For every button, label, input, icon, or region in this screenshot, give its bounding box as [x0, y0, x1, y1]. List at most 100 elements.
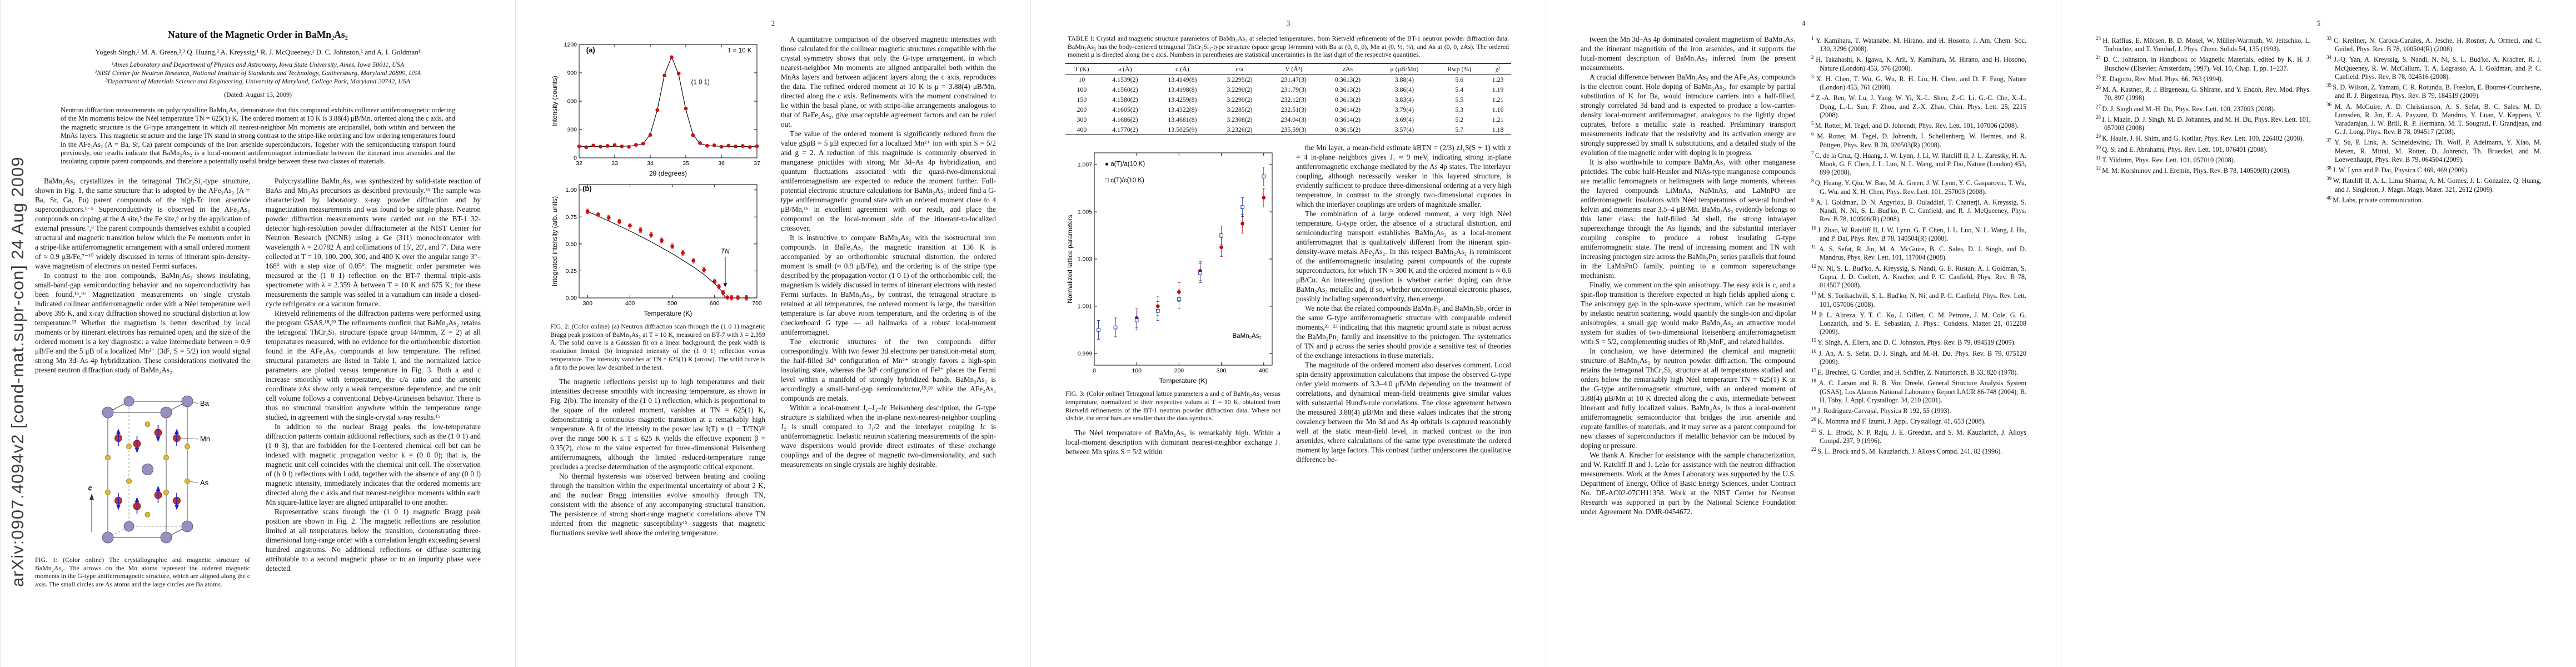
reference-number: 10 [1811, 225, 1818, 231]
body-paragraph: In contrast to the iron compounds, BaMn₂… [35, 271, 250, 374]
body-paragraph: No thermal hysteresis was observed betwe… [550, 472, 765, 537]
chart-rect [1177, 297, 1181, 301]
body-paragraph: Representative scans through the (1 0 1)… [266, 507, 481, 573]
table-row: 200 4.1605(2) 13.4322(8) 3.2285(2) 232.51(3)… [1065, 104, 1511, 115]
reference-number: 12 [1811, 263, 1818, 269]
reference-number: 21 [1811, 427, 1819, 433]
page-1-columns: BaMn₂As₂ crystallizes in the tetragonal … [35, 176, 481, 650]
mn-label: Mn [200, 435, 210, 443]
page-2-left-column: 32 33 34 35 36 37 0 300 600 900 1200 2θ (degrees) In… [550, 34, 765, 650]
reference-number: 31 [2096, 155, 2102, 161]
chart-rect [579, 44, 758, 158]
chart-circle [712, 143, 716, 147]
table-cell: 3.2290(2) [1227, 85, 1253, 93]
reference-number: 22 [1811, 446, 1818, 452]
table-cell: 13.5025(9) [1168, 125, 1197, 133]
page-4-right-column: 1 Y. Kamihara, T. Watanabe, M. Hirano, a… [1811, 34, 2026, 650]
table-header-row: T (K) a (Å) c (Å) c/a V (Å³) zAs μ (μB/Mn) Rwp … [1065, 64, 1511, 74]
reference-entry: 8 Q. Huang, Y. Qiu, W. Bao, M. A. Green,… [1811, 178, 2026, 196]
table-cell: 3.2285(2) [1227, 105, 1253, 113]
chart-circle [698, 141, 702, 145]
table-cell: 4.1770(2) [1112, 125, 1138, 133]
magnetic-structure-text: A quantitative comparison of the observe… [781, 34, 996, 469]
page-3: 3 TABLE I: Crystal and magnetic structur… [1030, 0, 1546, 667]
chart-polygon [723, 283, 728, 287]
table-cell: 234.04(3) [1280, 115, 1307, 123]
reference-entry: 1 Y. Kamihara, T. Watanabe, M. Hirano, a… [1811, 36, 2026, 53]
reference-number: 15 [1811, 337, 1818, 344]
reference-entry: 22 S. L. Brock and S. M. Kauzlarich, J. … [1811, 446, 2002, 456]
chart-circle [620, 145, 624, 148]
table-cell: 13.4198(8) [1168, 85, 1197, 93]
reference-entry: 20 K. Momma and F. Izumi, J. Appl. Cryst… [1811, 416, 1986, 426]
reference-number: 39 [2326, 176, 2333, 182]
page-4: 4 tween the Mn 3d–As 4p dominated covale… [1546, 0, 2061, 667]
author-list: Yogesh Singh,¹ M. A. Green,²,³ Q. Huang,… [95, 48, 421, 56]
reference-entry: 16 J. An, A. S. Sefat, D. J. Singh, and … [1811, 348, 2026, 366]
chart-circle [726, 143, 731, 148]
reference-entry: 33 C. Krellner, N. Caroca-Canales, A. Je… [2326, 36, 2542, 53]
figure-3-caption: FIG. 3: (Color online) Tetragonal lattic… [1065, 390, 1280, 422]
table-cell: 150 [1077, 95, 1087, 103]
chart-text: 600 [567, 98, 577, 105]
affiliation-3: ³Department of Materials Science and Eng… [105, 77, 411, 85]
reference-entry: 19 J. Rodríguez-Carvajal, Physica B 192,… [1811, 406, 1951, 415]
table-cell: 0.3613(2) [1334, 75, 1361, 83]
discussion-text: the Mn layer, a mean-field estimate kBTN… [1296, 143, 1511, 464]
dated-line: (Dated: August 13, 2009) [224, 91, 292, 98]
chart-text: 500 [667, 300, 677, 307]
table-cell: 3.2326(2) [1227, 125, 1253, 133]
affiliation-2: ²NIST Center for Neutron Research, Natio… [94, 69, 421, 77]
chart-rect [1155, 309, 1160, 313]
reference-entry: 35 S. D. Wilson, Z. Yamani, C. R. Rotund… [2326, 82, 2542, 100]
chart-text: 600 [710, 300, 720, 307]
chart-text: 36 [718, 160, 725, 167]
chart-circle [617, 220, 621, 224]
reference-entry: 30 Q. Si and E. Abrahams, Phys. Rev. Let… [2096, 144, 2268, 153]
experimental-text: Polycrystalline BaMn₂As₂ was synthesized… [266, 176, 481, 573]
chart-text: 0.75 [566, 214, 577, 221]
body-paragraph: tween the Mn 3d–As 4p dominated covalent… [1581, 35, 1796, 72]
page-number: 3 [1286, 19, 1291, 27]
page-2: 2 32 33 34 35 36 37 0 300 600 900 1200 2θ (degrees)… [515, 0, 1030, 667]
figure-2-caption: FIG. 2: (Color online) (a) Neutron diffr… [550, 322, 765, 371]
reference-number: 23 [2096, 36, 2103, 41]
chart-text: Intensity (counts) [551, 76, 559, 126]
arxiv-watermark: arXiv:0907.4094v2 [cond-mat.supr-con] 24… [8, 156, 27, 587]
chart-text: (a) [586, 46, 595, 54]
reference-entry: 5 M. Rotter, M. Tegel, and D. Johrendt, … [1811, 121, 2019, 130]
reference-number: 11 [1811, 244, 1819, 250]
c-axis-label: c [88, 484, 92, 492]
table-cell: 232.51(3) [1280, 105, 1307, 113]
affiliation-1: ¹Ames Laboratory and Department of Physi… [111, 61, 405, 68]
table-1-header: T (K) a (Å) c (Å) c/a V (Å³) zAs μ (μB/Mn) Rwp … [1065, 64, 1511, 74]
chart-circle [670, 55, 674, 59]
reference-entry: 24 D. C. Johnston, in Handbook of Magnet… [2096, 54, 2311, 72]
chart-text: ● a(T)/a(10 K) [1105, 161, 1145, 167]
table-cell: 3.86(4) [1394, 85, 1414, 93]
table-row: 300 4.1686(2) 13.4681(8) 3.2308(2) 234.04(3)… [1065, 115, 1511, 125]
chart-text: Temperature (K) [644, 310, 692, 317]
reference-number: 19 [1811, 406, 1818, 412]
body-paragraph: The electronic structures of the two com… [781, 337, 996, 402]
reference-entry: 10 J. Zhao, W. Ratcliff II, J. W. Lynn, … [1811, 225, 2026, 242]
figure-1: c [35, 379, 250, 589]
reference-entry: 2 H. Takahashi, K. Igawa, K. Arii, Y. Ka… [1811, 54, 2026, 72]
reference-entry: 32 M. M. Korshunov and I. Eremin, Phys. … [2096, 166, 2291, 175]
reference-entry: 7 C. de la Cruz, Q. Huang, J. W. Lynn, J… [1811, 150, 2026, 177]
reference-list-2: 23 H. Raffius, E. Mörsen, B. D. Mosel, W… [2096, 34, 2311, 175]
fig2a-peak-scan-chart: 32 33 34 35 36 37 0 300 600 900 1200 2θ (degrees) In… [551, 42, 760, 178]
table-cell: 1.19 [1492, 85, 1504, 93]
table-1-caption: TABLE I: Crystal and magnetic structure … [1068, 34, 1509, 59]
figure-1-caption: FIG. 1: (Color online) The crystallograp… [35, 555, 250, 588]
reference-entry: 13 M. S. Torikachvili, S. L. Bud'ko, N. … [1811, 291, 2026, 308]
chart-circle [712, 280, 717, 283]
chart-text: (1 0 1) [691, 79, 710, 86]
ba-label: Ba [200, 399, 210, 407]
table-cell: 10 [1078, 75, 1085, 83]
chart-circle [702, 268, 706, 272]
reference-number: 14 [1811, 310, 1819, 316]
chart-text: TN [721, 248, 730, 255]
reference-number: 7 [1811, 150, 1815, 156]
